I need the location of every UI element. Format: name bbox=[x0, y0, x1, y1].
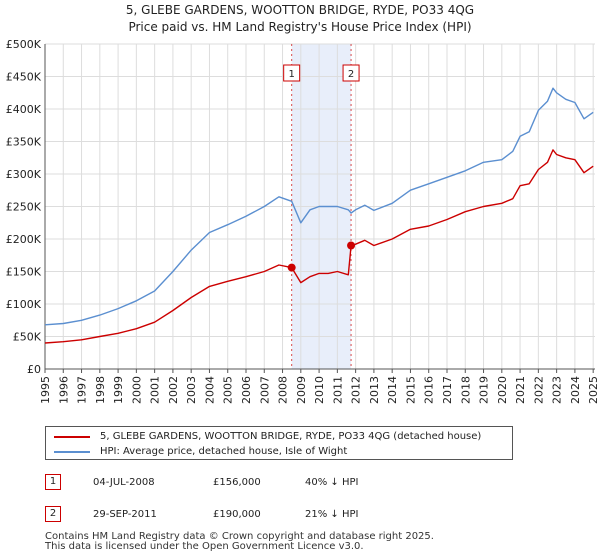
footer-licence: This data is licensed under the Open Gov… bbox=[45, 541, 364, 552]
x-tick-label: 2002 bbox=[167, 376, 180, 404]
y-tick-label: £500K bbox=[6, 38, 42, 51]
y-tick-label: £100K bbox=[6, 298, 42, 311]
x-tick-label: 2000 bbox=[130, 376, 143, 404]
y-tick-label: £150K bbox=[6, 266, 42, 279]
x-tick-label: 2024 bbox=[569, 376, 582, 404]
x-tick-label: 2008 bbox=[277, 376, 290, 404]
x-tick-label: 2010 bbox=[313, 376, 326, 404]
x-tick-label: 2007 bbox=[258, 376, 271, 404]
x-tick-label: 2012 bbox=[350, 376, 363, 404]
grid-layer bbox=[44, 43, 595, 370]
transaction-number-badge: 1 bbox=[45, 474, 61, 490]
x-tick-label: 2023 bbox=[551, 376, 564, 404]
x-tick-label: 2017 bbox=[441, 376, 454, 404]
x-tick-label: 2016 bbox=[423, 376, 436, 404]
sale-marker-lines bbox=[291, 44, 352, 369]
transaction-hpi-diff: 40% ↓ HPI bbox=[305, 477, 359, 488]
sale-number-box bbox=[283, 64, 301, 82]
transaction-price: £190,000 bbox=[213, 509, 261, 520]
sale-point bbox=[287, 263, 296, 272]
x-tick-label: 2005 bbox=[222, 376, 235, 404]
transaction-price: £156,000 bbox=[213, 477, 261, 488]
x-tick-label: 2018 bbox=[459, 376, 472, 404]
axes-layer bbox=[44, 44, 595, 373]
x-tick-label: 2020 bbox=[496, 376, 509, 404]
legend-label-hpi: HPI: Average price, detached house, Isle… bbox=[100, 446, 348, 457]
hpi-line bbox=[44, 87, 594, 326]
x-tick-label: 2013 bbox=[368, 376, 381, 404]
chart-title: 5, GLEBE GARDENS, WOOTTON BRIDGE, RYDE, … bbox=[0, 2, 600, 36]
y-tick-label: £350K bbox=[6, 136, 42, 149]
y-tick-label: £250K bbox=[6, 201, 42, 214]
x-tick-label: 1999 bbox=[112, 376, 125, 404]
y-tick-label: £50K bbox=[13, 331, 42, 344]
transaction-number-badge: 2 bbox=[45, 506, 61, 522]
x-tick-label: 2009 bbox=[295, 376, 308, 404]
x-tick-label: 2025 bbox=[587, 376, 600, 404]
x-tick-label: 2015 bbox=[404, 376, 417, 404]
legend: 5, GLEBE GARDENS, WOOTTON BRIDGE, RYDE, … bbox=[45, 426, 513, 460]
legend-swatch-property bbox=[54, 436, 90, 438]
y-tick-label: £0 bbox=[27, 363, 41, 376]
y-tick-label: £200K bbox=[6, 233, 42, 246]
sale-number-box bbox=[342, 64, 360, 82]
transaction-date: 04-JUL-2008 bbox=[93, 477, 155, 488]
transaction-hpi-diff: 21% ↓ HPI bbox=[305, 509, 359, 520]
sale-point bbox=[347, 241, 356, 250]
sale-number-label: 1 bbox=[288, 69, 294, 80]
legend-swatch-hpi bbox=[54, 451, 90, 453]
footer: Contains HM Land Registry data © Crown c… bbox=[45, 532, 434, 552]
x-tick-label: 2006 bbox=[240, 376, 253, 404]
x-tick-label: 2004 bbox=[203, 376, 216, 404]
title-line-1: 5, GLEBE GARDENS, WOOTTON BRIDGE, RYDE, … bbox=[125, 3, 475, 17]
footer-copyright: Contains HM Land Registry data © Crown c… bbox=[45, 531, 434, 542]
x-tick-label: 1996 bbox=[57, 376, 70, 404]
x-tick-label: 2019 bbox=[478, 376, 491, 404]
x-tick-label: 2022 bbox=[532, 376, 545, 404]
y-tick-label: £450K bbox=[6, 71, 42, 84]
x-tick-label: 1998 bbox=[94, 376, 107, 404]
x-tick-label: 1995 bbox=[39, 376, 52, 404]
x-tick-label: 2011 bbox=[331, 376, 344, 404]
x-tick-label: 2001 bbox=[149, 376, 162, 404]
x-tick-label: 1997 bbox=[76, 376, 89, 404]
title-line-2: Price paid vs. HM Land Registry's House … bbox=[128, 20, 472, 34]
y-tick-label: £300K bbox=[6, 168, 42, 181]
x-tick-label: 2003 bbox=[185, 376, 198, 404]
y-tick-label: £400K bbox=[6, 103, 42, 116]
x-tick-label: 2021 bbox=[514, 376, 527, 404]
legend-label-property: 5, GLEBE GARDENS, WOOTTON BRIDGE, RYDE, … bbox=[100, 431, 482, 442]
transaction-date: 29-SEP-2011 bbox=[93, 509, 157, 520]
x-tick-label: 2014 bbox=[386, 376, 399, 404]
tick-labels-layer: £0 £50K £100K £150K £200K £250K £300K £350K £400… bbox=[6, 38, 600, 404]
sale-number-label: 2 bbox=[348, 69, 354, 80]
